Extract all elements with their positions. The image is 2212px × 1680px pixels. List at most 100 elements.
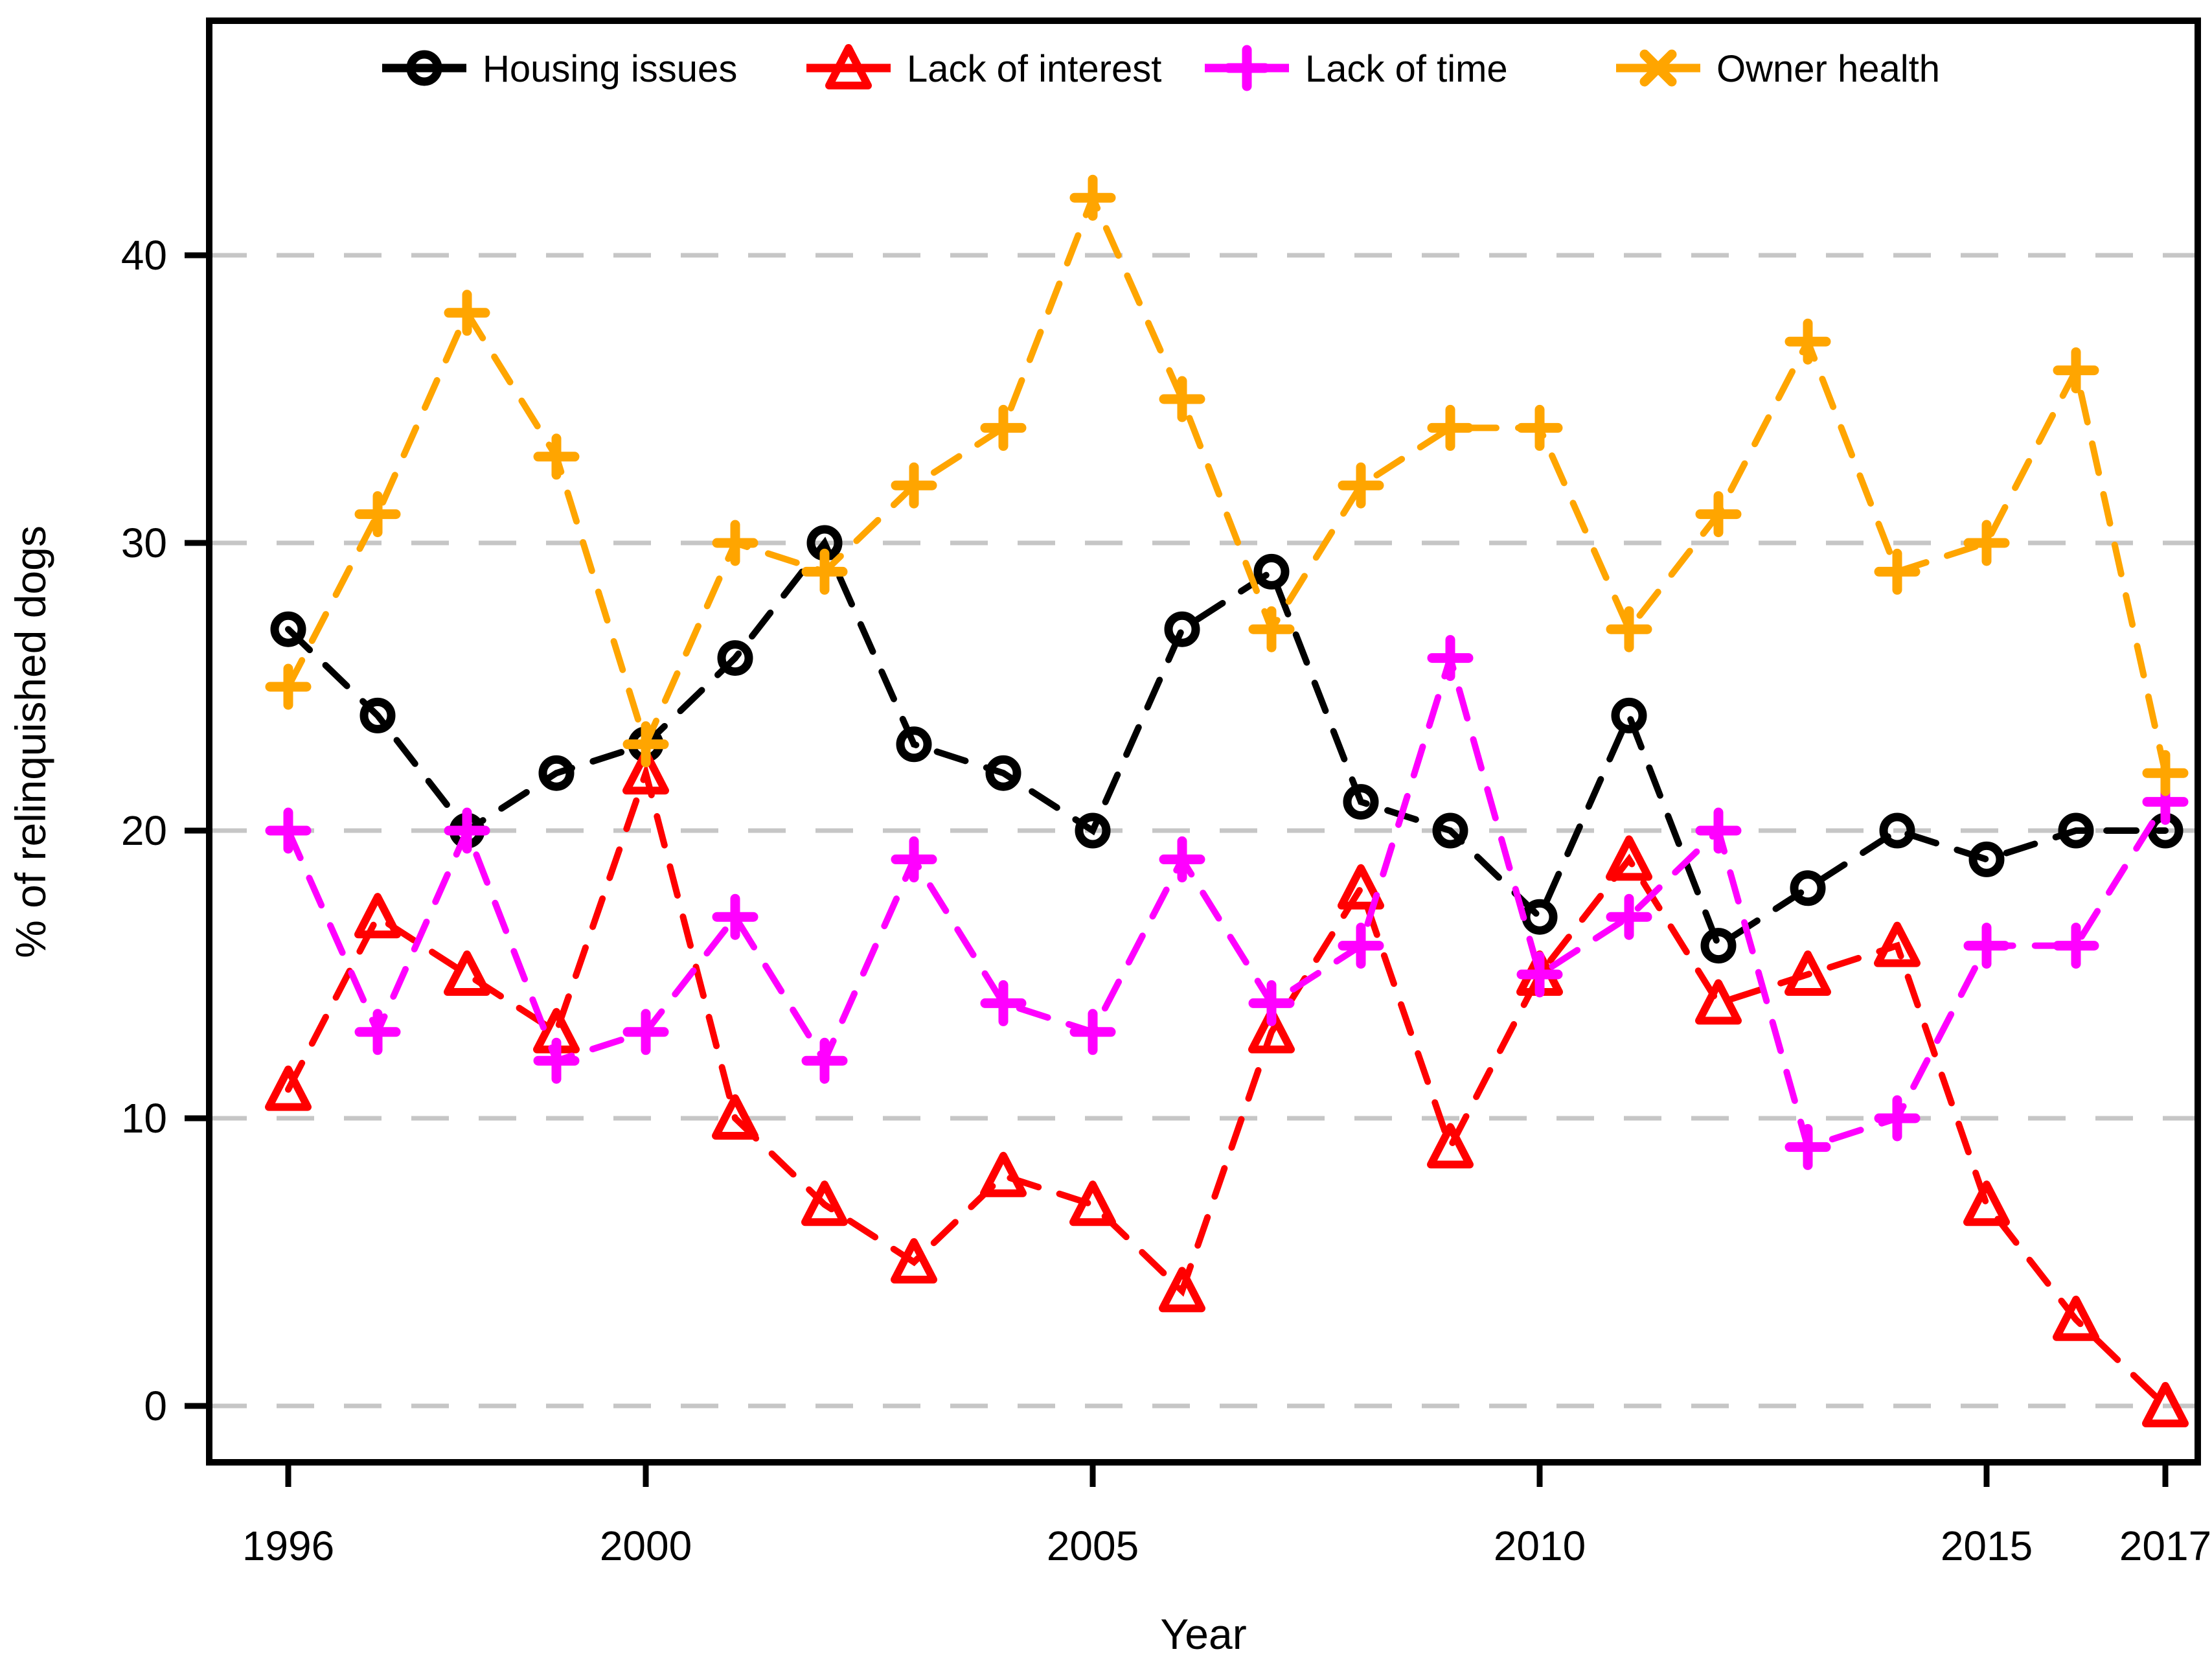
legend-label-lack-of-time: Lack of time [1305, 48, 1508, 90]
data-point-lack-of-time-2003 [891, 836, 937, 882]
x-icon [1639, 49, 1677, 87]
data-point-owner-health-2004 [980, 404, 1027, 451]
x-axis-title: Year [1160, 1610, 1246, 1658]
legend-item-lack-of-time: Lack of time [1205, 45, 1508, 91]
data-point-lack-of-interest-2005 [1069, 1180, 1116, 1226]
data-point-housing-issues-2011 [1611, 697, 1647, 733]
y-tick-label: 0 [144, 1383, 167, 1429]
legend-item-housing-issues: Housing issues [382, 48, 737, 90]
data-point-housing-issues-2016 [2058, 812, 2094, 849]
data-point-owner-health-1997 [354, 491, 401, 538]
series-housing-issues [270, 525, 2183, 964]
data-point-housing-issues-2004 [985, 755, 1021, 791]
data-point-lack-of-time-2005 [1069, 1009, 1116, 1055]
data-point-owner-health-2012 [1695, 491, 1742, 538]
legend-label-housing-issues: Housing issues [483, 48, 737, 90]
data-point-owner-health-1998 [444, 290, 490, 336]
data-point-housing-issues-2009 [1432, 812, 1468, 849]
data-point-lack-of-time-2013 [1784, 1123, 1831, 1170]
legend-item-owner-health: Owner health [1616, 48, 1940, 90]
data-point-housing-issues-2015 [1968, 841, 2005, 877]
data-point-lack-of-time-2011 [1606, 893, 1652, 940]
data-point-lack-of-interest-2017 [2142, 1382, 2189, 1427]
open-triangle-icon [825, 44, 872, 89]
x-tick-label: 2015 [1941, 1523, 2033, 1569]
data-point-housing-issues-2005 [1075, 812, 1111, 849]
data-point-lack-of-time-2001 [712, 893, 758, 940]
data-point-lack-of-interest-2009 [1427, 1123, 1474, 1169]
data-point-lack-of-interest-2015 [1963, 1180, 2010, 1226]
data-point-owner-health-2011 [1606, 606, 1652, 652]
data-point-owner-health-2007 [1248, 606, 1295, 652]
data-point-lack-of-time-1999 [533, 1037, 580, 1084]
x-tick-label: 2017 [2119, 1523, 2211, 1569]
data-point-lack-of-time-1996 [265, 807, 312, 854]
legend-label-lack-of-interest: Lack of interest [907, 48, 1161, 90]
x-tick-label: 2000 [600, 1523, 692, 1569]
series-line-owner-health [285, 189, 2169, 777]
data-point-lack-of-time-2008 [1338, 923, 1384, 969]
data-point-housing-issues-2008 [1343, 784, 1379, 820]
data-point-lack-of-interest-1996 [265, 1065, 312, 1111]
x-tick-label: 2005 [1047, 1523, 1139, 1569]
data-point-housing-issues-2003 [896, 726, 932, 763]
legend-item-lack-of-interest: Lack of interest [806, 44, 1161, 90]
data-point-owner-health-2000 [622, 721, 669, 768]
series-lack-of-time [265, 635, 2189, 1170]
open-circle-icon [406, 50, 442, 86]
data-point-lack-of-time-2015 [1963, 923, 2010, 969]
y-tick-label: 20 [121, 807, 167, 854]
data-point-lack-of-interest-2011 [1606, 835, 1652, 881]
data-point-owner-health-2010 [1516, 404, 1563, 451]
y-tick-label: 10 [121, 1095, 167, 1142]
data-point-lack-of-interest-2008 [1338, 864, 1384, 910]
data-point-owner-health-2014 [1874, 548, 1921, 595]
x-tick-label: 2010 [1494, 1523, 1586, 1569]
data-point-housing-issues-2014 [1879, 812, 1915, 849]
data-point-housing-issues-2001 [717, 640, 753, 676]
data-point-housing-issues-2012 [1700, 928, 1737, 964]
y-tick-label: 40 [121, 232, 167, 279]
data-point-lack-of-interest-2000 [622, 749, 669, 795]
data-point-owner-health-2015 [1963, 520, 2010, 566]
data-point-lack-of-time-2002 [801, 1037, 848, 1084]
plus-icon [1224, 45, 1270, 91]
data-point-lack-of-time-2010 [1516, 951, 1563, 998]
data-point-lack-of-interest-2012 [1695, 979, 1742, 1025]
series-line-housing-issues [285, 536, 2169, 951]
data-point-lack-of-interest-2001 [712, 1094, 758, 1140]
data-point-lack-of-time-1997 [354, 1009, 401, 1055]
data-point-lack-of-time-2004 [980, 980, 1027, 1026]
data-point-owner-health-2005 [1069, 174, 1116, 221]
data-point-owner-health-2002 [801, 548, 848, 595]
data-point-lack-of-time-2014 [1874, 1095, 1921, 1142]
data-point-lack-of-interest-2003 [891, 1238, 937, 1283]
data-point-owner-health-2009 [1427, 404, 1474, 451]
data-point-owner-health-2003 [891, 462, 937, 509]
data-point-lack-of-interest-2014 [1874, 921, 1921, 967]
data-point-lack-of-time-2007 [1248, 980, 1295, 1026]
x-tick-label: 1996 [242, 1523, 334, 1569]
series-line-lack-of-interest [285, 761, 2169, 1409]
data-point-lack-of-time-2012 [1695, 807, 1742, 854]
data-point-lack-of-interest-2006 [1159, 1267, 1205, 1313]
plot-border [206, 17, 2201, 1466]
data-point-lack-of-interest-2007 [1248, 1007, 1295, 1053]
data-point-housing-issues-2007 [1253, 553, 1290, 590]
legend-label-owner-health: Owner health [1716, 48, 1940, 90]
data-point-lack-of-interest-1997 [354, 893, 401, 939]
data-point-lack-of-time-2016 [2053, 923, 2099, 969]
data-point-housing-issues-1997 [359, 697, 396, 733]
data-point-lack-of-interest-2004 [980, 1151, 1027, 1197]
data-point-owner-health-1996 [265, 663, 312, 710]
data-point-lack-of-time-2009 [1427, 635, 1474, 682]
y-tick-label: 30 [121, 520, 167, 566]
data-point-housing-issues-1996 [270, 611, 306, 647]
data-point-owner-health-2008 [1338, 462, 1384, 509]
data-point-lack-of-interest-1998 [444, 950, 490, 996]
data-point-owner-health-2001 [712, 520, 758, 566]
data-point-lack-of-time-1998 [444, 807, 490, 854]
data-point-lack-of-interest-2013 [1784, 950, 1831, 996]
